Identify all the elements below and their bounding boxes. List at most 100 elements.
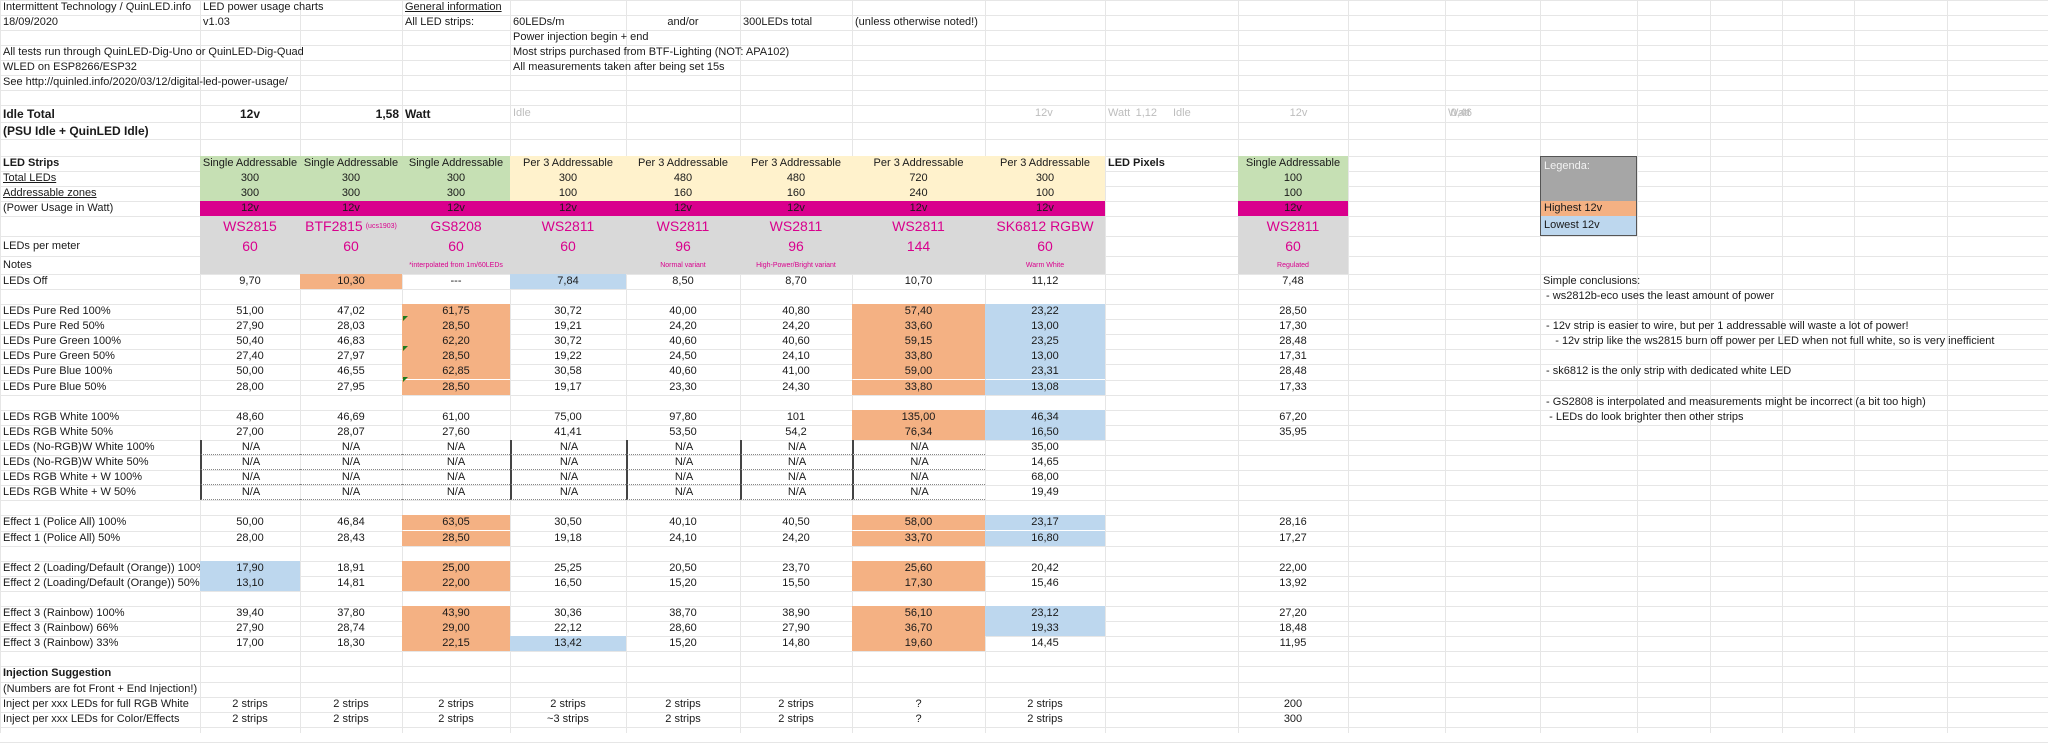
row-label[interactable]: LEDs RGB White 100% — [3, 411, 120, 423]
conclusion-line[interactable]: - 12v strip like the ws2815 burn off pow… — [1543, 335, 1995, 347]
strip-note[interactable]: Warm White — [985, 256, 1105, 274]
data-cell[interactable]: 62,20 — [402, 334, 510, 349]
data-cell[interactable]: 13,10 — [200, 576, 300, 591]
data-cell[interactable]: 43,90 — [402, 606, 510, 621]
data-cell[interactable]: 14,65 — [1031, 456, 1059, 468]
data-cell[interactable]: 40,10 — [669, 516, 697, 528]
data-cell[interactable]: 24,10 — [669, 532, 697, 544]
data-cell[interactable]: N/A — [200, 470, 300, 485]
data-cell[interactable]: N/A — [402, 485, 510, 500]
pixel-data-cell[interactable] — [1238, 666, 1348, 681]
data-cell[interactable]: 28,50 — [402, 531, 510, 546]
pixel-note[interactable]: Regulated — [1238, 256, 1348, 274]
row-label[interactable]: Inject per xxx LEDs for full RGB White — [3, 698, 189, 710]
org-name[interactable]: Intermittent Technology / QuinLED.info — [3, 1, 192, 13]
data-cell[interactable]: 40,60 — [782, 335, 810, 347]
strip-type[interactable]: Single Addressable — [200, 156, 300, 171]
data-cell[interactable] — [510, 682, 626, 697]
pixel-data-cell[interactable] — [1238, 485, 1348, 500]
legend-highest[interactable]: Highest 12v — [1540, 201, 1637, 216]
data-cell[interactable] — [300, 682, 402, 697]
data-cell[interactable]: 28,50 — [402, 349, 510, 364]
row-label[interactable]: LEDs (No-RGB)W White 50% — [3, 456, 149, 468]
strip-voltage[interactable]: 12v — [200, 201, 300, 216]
idle-secondary-unit[interactable]: Watt — [1108, 107, 1131, 119]
idle-secondary-label[interactable]: Idle — [1173, 107, 1191, 119]
conclusion-line[interactable]: - LEDs do look brighter then other strip… — [1543, 411, 1744, 423]
strip-note[interactable] — [510, 256, 626, 274]
data-cell[interactable] — [402, 666, 510, 681]
pixel-data-cell[interactable]: 13,92 — [1279, 577, 1307, 589]
data-cell[interactable]: 17,00 — [236, 637, 264, 649]
comment-marker-icon[interactable] — [403, 316, 408, 321]
data-cell[interactable]: ~3 strips — [547, 713, 589, 725]
idle-secondary-label[interactable]: Idle — [513, 107, 531, 119]
strip-total-leds[interactable]: 480 — [740, 171, 852, 186]
data-cell[interactable] — [200, 682, 300, 697]
data-cell[interactable] — [402, 682, 510, 697]
strip-note[interactable] — [300, 256, 402, 274]
strip-chip-name[interactable]: WS2811 — [510, 216, 626, 236]
data-cell[interactable]: N/A — [626, 470, 740, 485]
data-cell[interactable]: 15,20 — [669, 577, 697, 589]
row-label[interactable]: LEDs RGB White 50% — [3, 426, 114, 438]
idle-total-label[interactable]: Idle Total — [3, 106, 55, 121]
data-cell[interactable]: N/A — [740, 455, 852, 470]
strip-total-leds[interactable]: 300 — [300, 171, 402, 186]
strip-leds-per-meter[interactable]: 60 — [402, 236, 510, 256]
data-cell[interactable]: N/A — [200, 485, 300, 500]
strip-chip-name[interactable]: SK6812 RGBW — [985, 216, 1105, 236]
data-cell[interactable] — [740, 666, 852, 681]
conclusion-line[interactable]: - 12v strip is easier to wire, but per 1… — [1543, 320, 1909, 332]
date[interactable]: 18/09/2020 — [3, 16, 59, 28]
data-cell[interactable]: ? — [915, 698, 922, 710]
data-cell[interactable]: 2 strips — [550, 698, 586, 710]
strip-chip-name[interactable]: WS2815 — [200, 216, 300, 236]
row-label[interactable]: LEDs Pure Red 50% — [3, 320, 105, 332]
info-line[interactable]: Power injection begin + end — [513, 31, 649, 43]
strip-chip-name[interactable]: WS2811 — [626, 216, 740, 236]
data-cell[interactable]: 23,22 — [985, 304, 1105, 319]
leds-per-m[interactable]: 60LEDs/m — [513, 16, 565, 28]
data-cell[interactable]: 15,50 — [782, 577, 810, 589]
strip-zones[interactable]: 100 — [985, 186, 1105, 201]
strip-voltage[interactable]: 12v — [510, 201, 626, 216]
data-cell[interactable]: 33,60 — [852, 319, 985, 334]
data-cell[interactable] — [200, 666, 300, 681]
pixel-data-cell[interactable]: 35,95 — [1279, 426, 1307, 438]
data-cell[interactable]: 27,90 — [782, 622, 810, 634]
data-cell[interactable]: N/A — [402, 470, 510, 485]
data-cell[interactable]: 30,50 — [554, 516, 582, 528]
row-label[interactable]: Effect 3 (Rainbow) 33% — [3, 637, 119, 649]
data-cell[interactable]: N/A — [402, 455, 510, 470]
data-cell[interactable]: 13,00 — [985, 349, 1105, 364]
strip-chip-name[interactable]: BTF2815 (ucs1903) — [300, 216, 402, 236]
data-cell[interactable]: 2 strips — [333, 698, 369, 710]
strip-voltage[interactable]: 12v — [852, 201, 985, 216]
data-cell[interactable]: 30,58 — [554, 365, 582, 377]
strip-note[interactable]: High-Power/Bright variant — [740, 256, 852, 274]
data-cell[interactable]: 2 strips — [1027, 713, 1063, 725]
data-cell[interactable]: 36,70 — [852, 621, 985, 636]
data-cell[interactable]: N/A — [510, 470, 626, 485]
idle-secondary-unit[interactable]: Watt — [1448, 107, 1471, 119]
data-cell[interactable]: 2 strips — [438, 698, 474, 710]
data-cell[interactable]: 50,00 — [236, 516, 264, 528]
data-cell[interactable]: 48,60 — [236, 411, 264, 423]
strip-type[interactable]: Per 3 Addressable — [852, 156, 985, 171]
data-cell[interactable]: 39,40 — [236, 607, 264, 619]
data-cell[interactable]: 17,30 — [852, 576, 985, 591]
data-cell[interactable]: N/A — [626, 455, 740, 470]
data-cell[interactable]: 27,90 — [236, 320, 264, 332]
data-cell[interactable]: 33,80 — [852, 380, 985, 395]
notes-label[interactable]: Notes — [3, 258, 32, 271]
note-line[interactable]: WLED on ESP8266/ESP32 — [3, 61, 137, 73]
pixel-data-cell[interactable]: 300 — [1283, 713, 1303, 725]
data-cell[interactable]: 59,15 — [852, 334, 985, 349]
data-cell[interactable]: 37,80 — [337, 607, 365, 619]
pixel-data-cell[interactable]: 17,31 — [1279, 350, 1307, 362]
data-cell[interactable]: 23,17 — [985, 515, 1105, 530]
data-cell[interactable]: 15,46 — [1031, 577, 1059, 589]
pixel-data-cell[interactable]: 200 — [1283, 698, 1303, 710]
data-cell[interactable]: N/A — [510, 485, 626, 500]
